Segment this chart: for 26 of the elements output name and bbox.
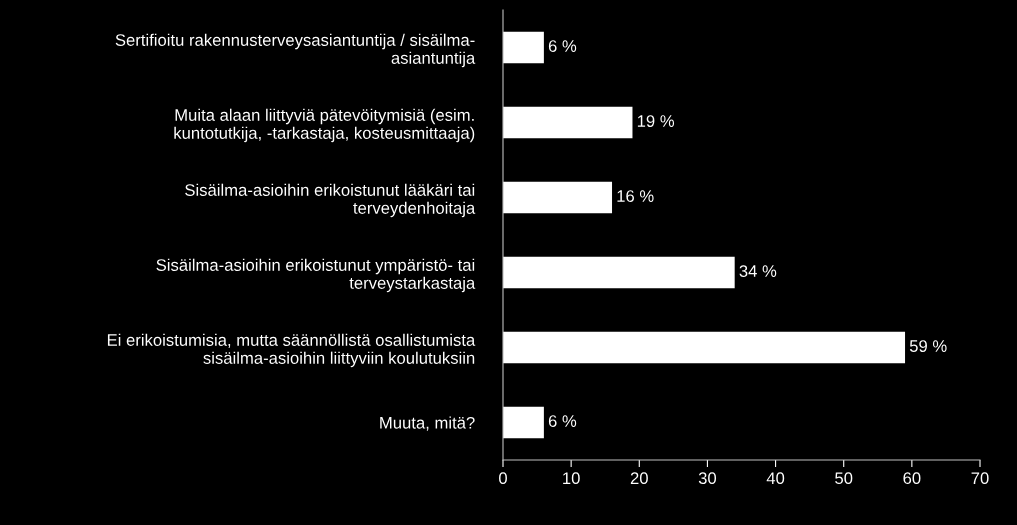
bar [503,181,613,214]
x-tick-label: 40 [766,472,785,485]
x-tick-label: 10 [563,472,580,485]
x-tick-label: 50 [835,472,853,485]
x-tick-label: 0 [499,472,507,485]
bar [503,256,735,289]
y-tick-label: Muuta, mitä? [380,416,475,431]
x-tick-label: 20 [630,472,648,485]
data-label: 16 % [617,190,654,202]
bar [503,406,544,439]
bar [503,106,633,139]
data-label: 6 % [548,40,577,52]
y-tick-label: Sisäilma-asioihin erikoistunut ympäristö- tai terveystarkastaja [156,258,476,293]
x-tick-label: 30 [698,472,717,485]
data-label: 6 % [548,415,577,427]
x-tick-label: 60 [903,472,921,485]
x-tick-label: 70 [971,472,989,485]
y-tick-label: Ei erikoistumisia, mutta säännöllistä osallistumista sisäilma-asioihin liittyviin koulutuksiin [107,333,476,368]
y-tick-label: Muita alaan liittyviä pätevöitymisiä (esim. kuntotutkija, -tarkastaja, kosteusmittaaja) [174,108,475,143]
data-label: 34 % [739,265,777,277]
data-label: 19 % [637,115,675,127]
data-label: 59 % [909,340,947,352]
bar [503,331,906,364]
y-tick-label: Sisäilma-asioihin erikoistunut lääkäri tai terveydenhoitaja [185,183,476,218]
y-tick-label: Sertifioitu rakennusterveysasiantuntija / sisäilma- asiantuntija [115,33,476,68]
bar [503,31,544,64]
